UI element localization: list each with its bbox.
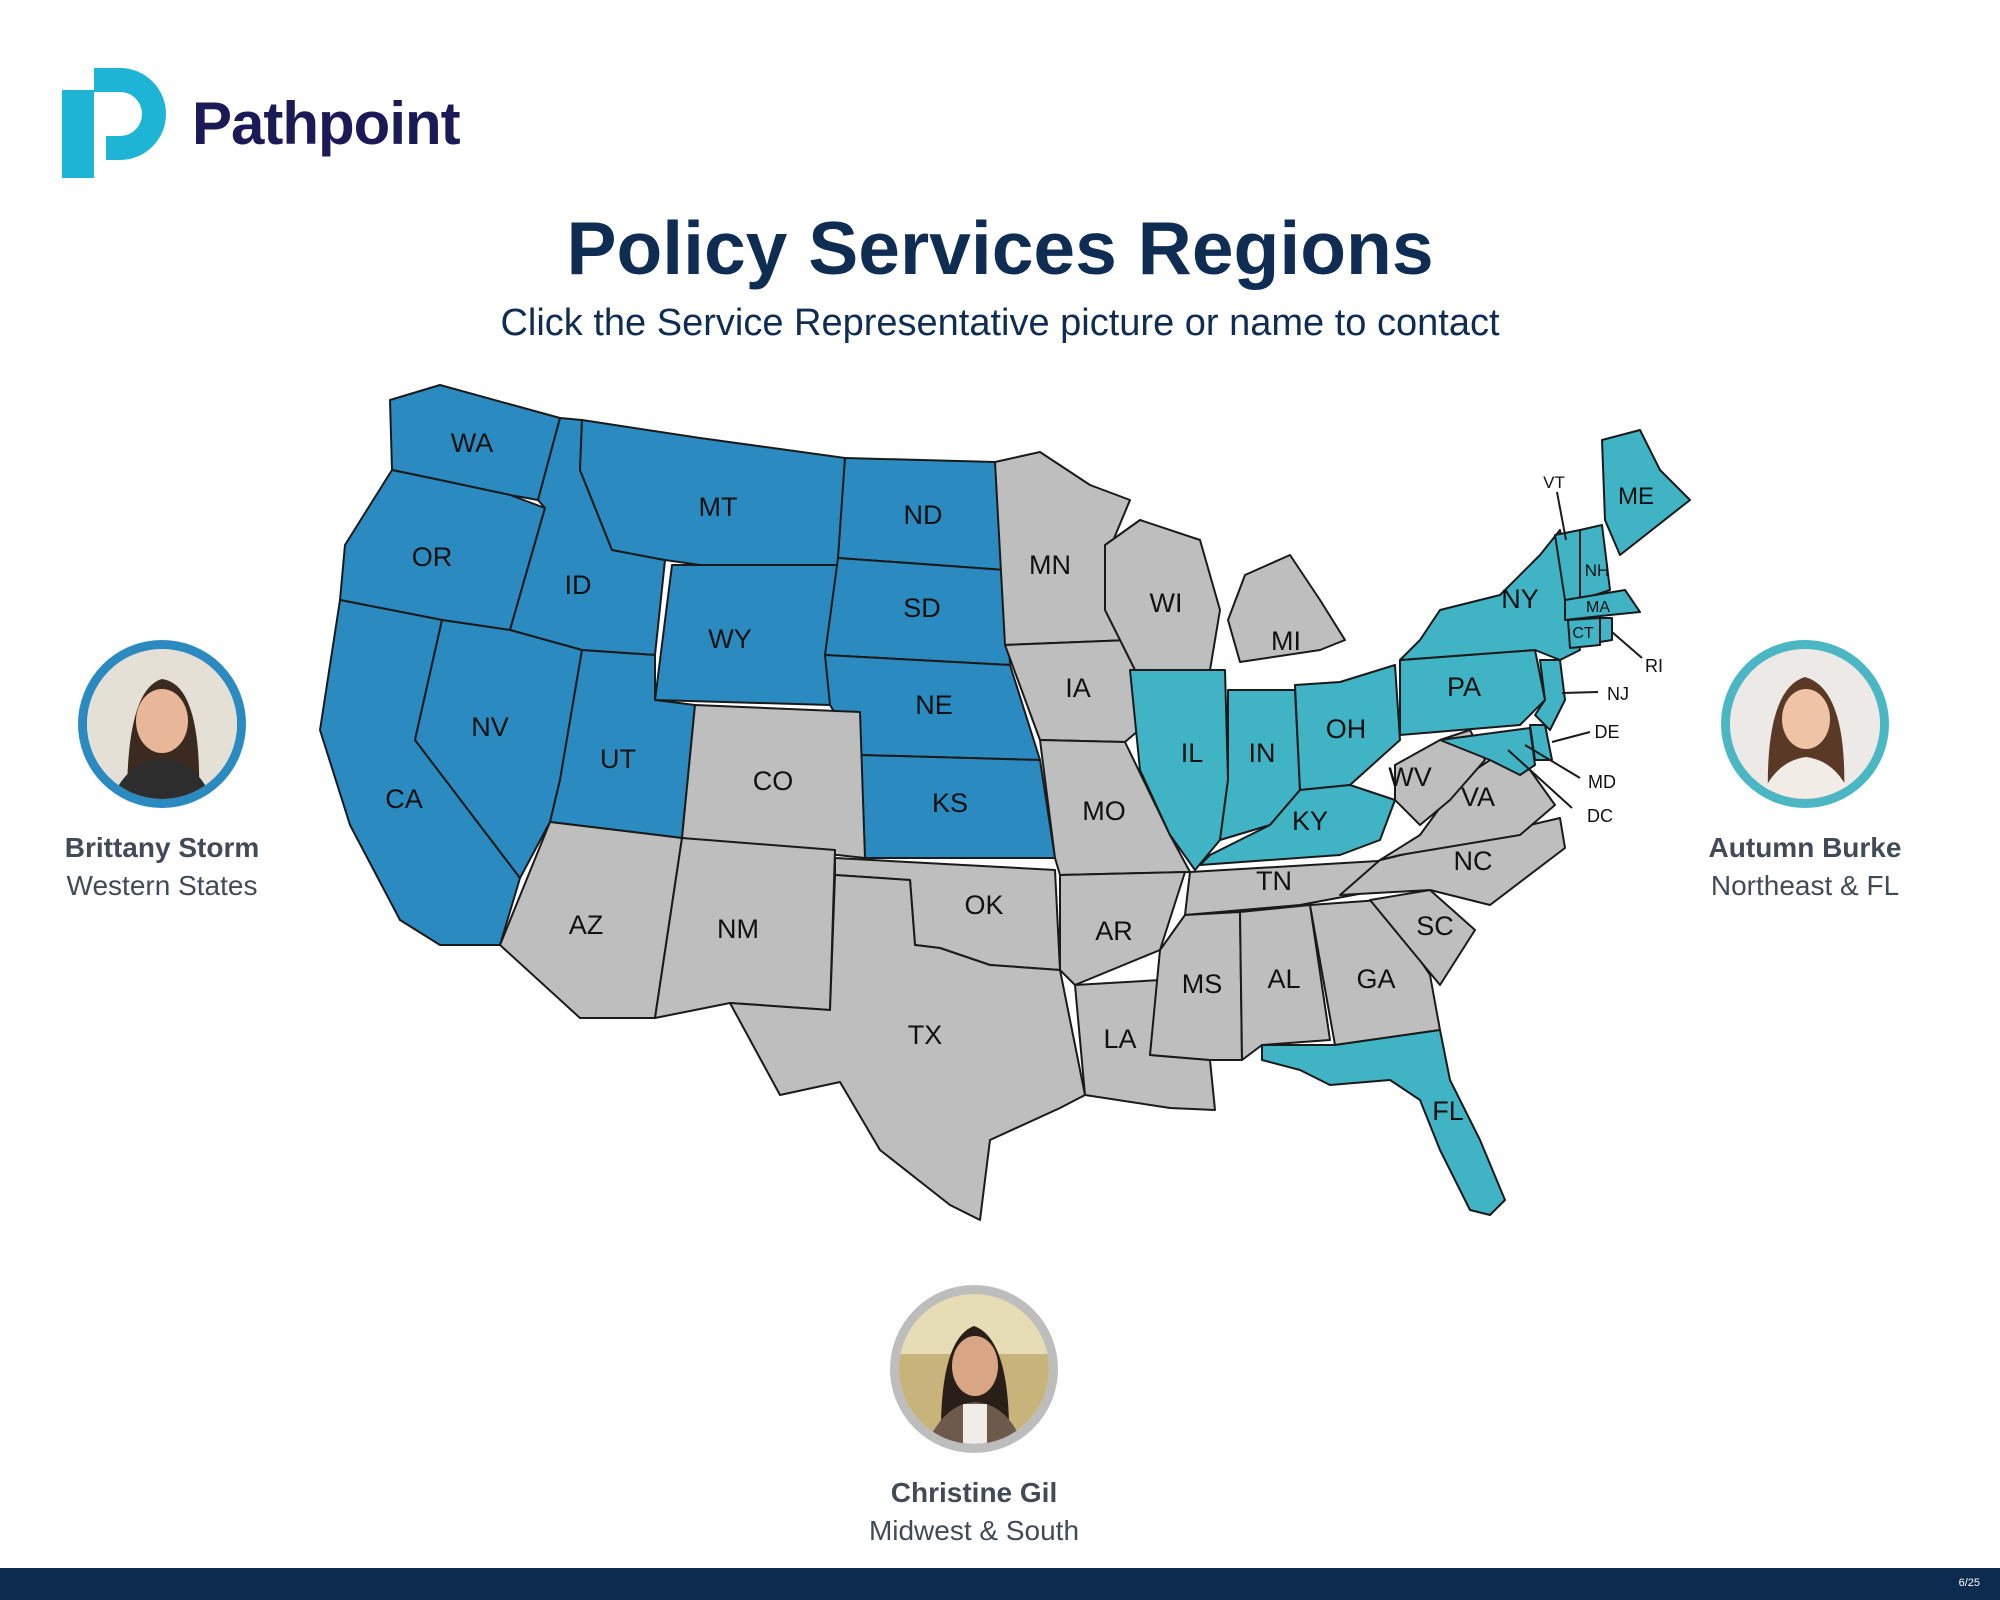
state-label-MD: MD — [1588, 772, 1616, 792]
state-SC — [1369, 889, 1476, 986]
state-label-WV: WV — [1388, 762, 1432, 792]
state-label-WI: WI — [1150, 588, 1183, 618]
rep-avatar-brittany-storm[interactable] — [78, 640, 246, 808]
state-NY — [1399, 529, 1581, 661]
state-CT — [1567, 617, 1601, 649]
state-MD — [1439, 727, 1536, 776]
person-photo-icon — [1730, 649, 1880, 799]
state-label-AL: AL — [1267, 964, 1300, 994]
state-label-KY: KY — [1292, 806, 1328, 836]
state-label-AR: AR — [1095, 916, 1133, 946]
state-ME — [1601, 429, 1691, 556]
state-TX — [729, 874, 1086, 1221]
state-label-NC: NC — [1454, 846, 1493, 876]
state-label-MS: MS — [1182, 969, 1223, 999]
state-label-RI: RI — [1645, 656, 1663, 676]
rep-avatar-autumn-burke[interactable] — [1721, 640, 1889, 808]
brand-name: Pathpoint — [192, 89, 461, 157]
state-NH — [1579, 524, 1611, 601]
page-subtitle: Click the Service Representative picture… — [500, 302, 1500, 344]
leader-NJ — [1561, 691, 1599, 694]
rep-region: Midwest & South — [868, 1515, 1080, 1546]
rep-name[interactable]: Christine Gil — [890, 1477, 1058, 1508]
rep-card-brittany-storm[interactable]: Brittany Storm Western States — [2, 640, 322, 902]
state-label-LA: LA — [1103, 1024, 1136, 1054]
state-label-UT: UT — [600, 744, 636, 774]
state-label-VA: VA — [1461, 782, 1495, 812]
state-label-WY: WY — [708, 624, 752, 654]
state-label-NH: NH — [1585, 561, 1610, 580]
page-title: Policy Services Regions — [566, 206, 1434, 290]
state-IL — [1129, 669, 1229, 871]
person-photo-icon — [899, 1294, 1049, 1444]
pathpoint-logo: Pathpoint — [62, 68, 461, 178]
state-FL — [1261, 1029, 1506, 1216]
state-label-OK: OK — [964, 890, 1003, 920]
state-label-ME: ME — [1618, 483, 1654, 510]
state-label-VT: VT — [1543, 473, 1565, 492]
state-label-GA: GA — [1356, 964, 1395, 994]
page-number: 6/25 — [1958, 1577, 1980, 1589]
leader-DC — [1507, 749, 1573, 809]
state-label-OH: OH — [1326, 714, 1367, 744]
state-label-IN: IN — [1249, 738, 1276, 768]
state-AR — [1059, 871, 1186, 986]
state-KY — [1199, 784, 1396, 866]
state-label-MI: MI — [1271, 626, 1301, 656]
leader-VT — [1556, 491, 1567, 541]
state-WI — [1104, 519, 1221, 671]
state-label-NV: NV — [471, 712, 509, 742]
state-label-MA: MA — [1586, 599, 1610, 616]
state-label-SD: SD — [903, 593, 941, 623]
state-GA — [1309, 899, 1441, 1046]
state-label-ND: ND — [904, 500, 943, 530]
state-AL — [1239, 904, 1331, 1061]
state-label-WA: WA — [451, 428, 494, 458]
state-label-MN: MN — [1029, 550, 1071, 580]
state-label-MO: MO — [1082, 796, 1126, 826]
leader-MD — [1524, 744, 1581, 779]
state-label-DC: DC — [1587, 806, 1613, 826]
state-label-TX: TX — [908, 1020, 943, 1050]
pathpoint-logo-icon — [62, 68, 166, 178]
state-MI — [1227, 554, 1346, 663]
state-MA — [1564, 589, 1641, 621]
state-label-PA: PA — [1447, 672, 1481, 702]
state-label-CO: CO — [753, 766, 794, 796]
state-label-IL: IL — [1181, 738, 1204, 768]
state-label-DE: DE — [1594, 722, 1619, 742]
state-label-KS: KS — [932, 788, 968, 818]
state-label-NM: NM — [717, 914, 759, 944]
rep-region: Western States — [66, 870, 258, 901]
rep-card-christine-gil[interactable]: Christine Gil Midwest & South — [814, 1285, 1134, 1547]
state-CO — [681, 704, 866, 859]
state-label-CA: CA — [385, 784, 423, 814]
rep-name[interactable]: Autumn Burke — [1708, 832, 1902, 863]
footer-bar: 6/25 — [0, 1568, 2000, 1600]
state-label-AZ: AZ — [569, 910, 604, 940]
state-label-SC: SC — [1416, 911, 1454, 941]
state-TN — [1184, 859, 1396, 916]
state-label-NJ: NJ — [1607, 684, 1629, 704]
rep-name[interactable]: Brittany Storm — [64, 832, 260, 863]
state-label-NE: NE — [915, 690, 953, 720]
rep-card-autumn-burke[interactable]: Autumn Burke Northeast & FL — [1645, 640, 1965, 902]
leader-RI — [1611, 631, 1643, 659]
state-label-TN: TN — [1256, 866, 1292, 896]
state-label-OR: OR — [412, 542, 453, 572]
state-label-ID: ID — [565, 570, 592, 600]
person-photo-icon — [87, 649, 237, 799]
state-RI — [1599, 617, 1613, 643]
state-label-IA: IA — [1065, 673, 1091, 703]
state-label-CT: CT — [1572, 625, 1594, 642]
state-label-NY: NY — [1501, 584, 1539, 614]
rep-region: Northeast & FL — [1710, 870, 1900, 901]
rep-avatar-christine-gil[interactable] — [890, 1285, 1058, 1453]
state-NJ — [1534, 659, 1566, 731]
leader-DE — [1551, 731, 1591, 743]
state-AZ — [499, 821, 683, 1019]
state-label-MT: MT — [699, 492, 738, 522]
state-label-FL: FL — [1432, 1096, 1464, 1126]
